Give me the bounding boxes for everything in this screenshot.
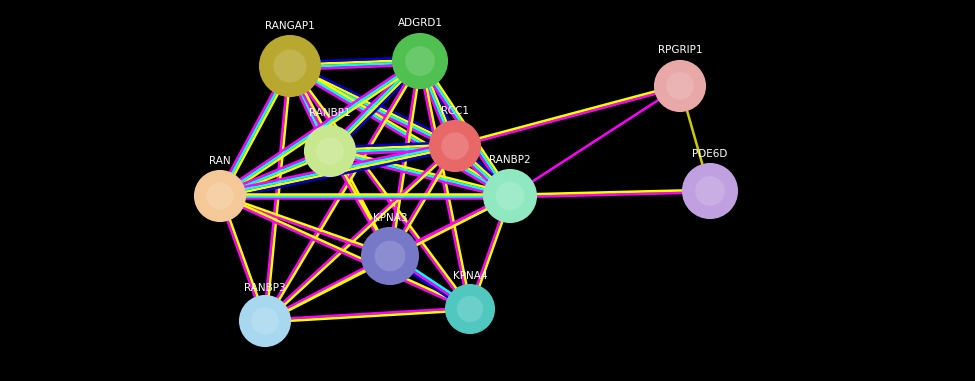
Text: RCC1: RCC1: [441, 106, 469, 116]
Text: RANGAP1: RANGAP1: [265, 21, 315, 31]
Text: ADGRD1: ADGRD1: [398, 18, 443, 28]
Circle shape: [362, 228, 418, 284]
Text: PDE6D: PDE6D: [692, 149, 727, 159]
Text: KPNA4: KPNA4: [452, 271, 488, 281]
Text: KPNA3: KPNA3: [372, 213, 408, 223]
Circle shape: [683, 164, 737, 218]
Circle shape: [252, 307, 279, 335]
Text: RPGRIP1: RPGRIP1: [658, 45, 702, 55]
Circle shape: [695, 176, 724, 206]
Circle shape: [207, 182, 234, 210]
Circle shape: [495, 182, 525, 210]
Circle shape: [316, 137, 344, 165]
Circle shape: [484, 170, 536, 222]
Circle shape: [374, 240, 406, 271]
Circle shape: [195, 171, 245, 221]
Text: RANBP2: RANBP2: [489, 155, 530, 165]
Circle shape: [240, 296, 290, 346]
Circle shape: [260, 36, 320, 96]
Circle shape: [406, 46, 435, 76]
Text: RAN: RAN: [210, 156, 231, 166]
Text: RANBP3: RANBP3: [244, 283, 286, 293]
Circle shape: [305, 126, 355, 176]
Circle shape: [442, 132, 469, 160]
Text: RANBP1: RANBP1: [309, 108, 351, 118]
Circle shape: [446, 285, 494, 333]
Circle shape: [457, 296, 484, 322]
Circle shape: [274, 50, 306, 83]
Circle shape: [666, 72, 694, 100]
Circle shape: [393, 34, 447, 88]
Circle shape: [430, 121, 480, 171]
Circle shape: [655, 61, 705, 111]
